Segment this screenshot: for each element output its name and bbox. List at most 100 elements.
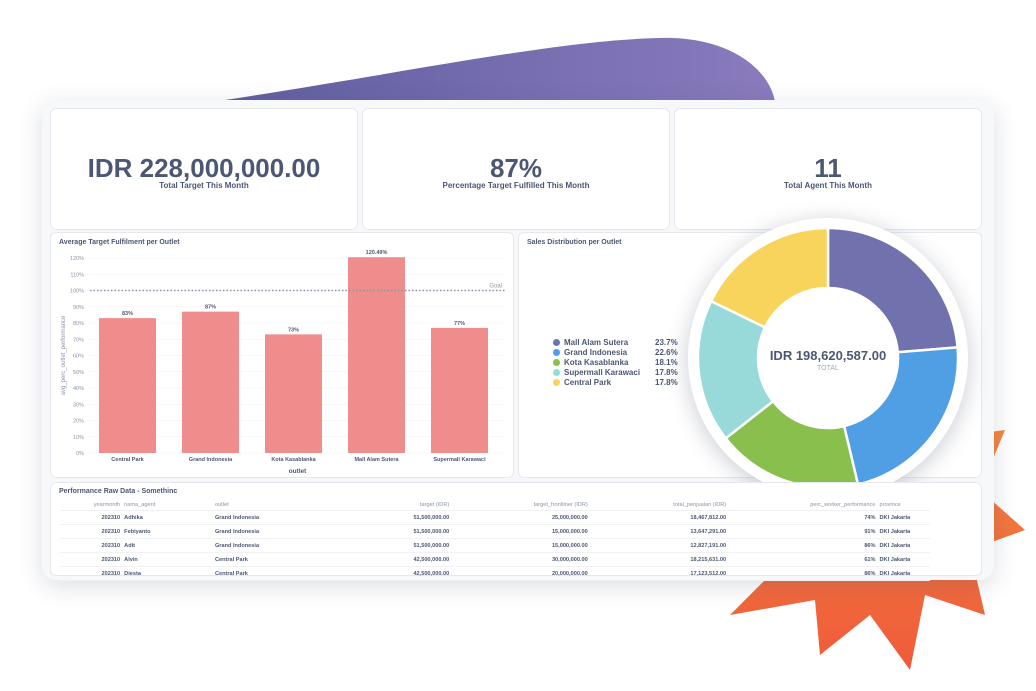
y-tick-label: 70% xyxy=(73,337,84,343)
donut-slice[interactable] xyxy=(826,226,959,354)
kpi-value: IDR 228,000,000.00 xyxy=(87,153,321,183)
table-cell: 30,000,000.00 xyxy=(451,552,590,567)
kpi-card-percentage-fulfilled[interactable]: 87% Percentage Target Fulfilled This Mon… xyxy=(362,108,670,230)
legend-label: Central Park xyxy=(564,378,612,387)
kpi-label: Percentage Target Fulfilled This Month xyxy=(442,181,590,190)
bar[interactable] xyxy=(99,318,156,453)
y-tick-label: 50% xyxy=(73,370,84,376)
table-cell: 202310 xyxy=(60,510,123,525)
pie-legend: Mall Alam Sutera 23.7% Grand Indonesia 22.6… xyxy=(553,338,723,393)
table-title: Performance Raw Data - Somethinc xyxy=(59,488,178,495)
table-cell: DKI Jakarta xyxy=(877,510,930,525)
kpi-card-total-agent[interactable]: 11 Total Agent This Month xyxy=(674,108,982,230)
x-axis-label: outlet xyxy=(289,468,308,475)
bar-data-label: 83% xyxy=(122,311,133,317)
table-cell: 42,500,000.00 xyxy=(341,566,452,581)
y-tick-label: 0% xyxy=(76,451,84,457)
bar[interactable] xyxy=(265,334,322,453)
table-cell: Central Park xyxy=(212,566,342,581)
table-cell: 91% xyxy=(728,524,878,539)
table-row[interactable]: 202310 Febiyanto Grand Indonesia 51,500,000… xyxy=(60,524,930,539)
table-cell: Diesta xyxy=(122,566,213,581)
bar-data-label: 73% xyxy=(288,327,299,333)
col-header[interactable]: target_frontliner (IDR) xyxy=(451,499,590,511)
table-cell: Adit xyxy=(122,538,213,553)
donut-chart: IDR 198,620,587.00 TOTAL xyxy=(696,226,960,490)
legend-value: 23.7% xyxy=(655,338,678,347)
col-header[interactable]: nama_agent xyxy=(122,499,213,511)
table-cell: 20,000,000.00 xyxy=(451,566,590,581)
table-row[interactable]: 202310 Diesta Central Park 42,500,000.00 20,… xyxy=(60,566,930,581)
legend-swatch xyxy=(553,379,560,386)
table-cell: 61% xyxy=(728,552,878,567)
bar-data-label: 87% xyxy=(205,305,216,311)
goal-label: Goal xyxy=(489,284,502,290)
legend-swatch xyxy=(553,339,560,346)
y-tick-label: 110% xyxy=(70,272,84,278)
bar[interactable] xyxy=(182,311,239,453)
legend-value: 17.8% xyxy=(655,368,678,377)
bar[interactable] xyxy=(431,327,488,453)
x-tick-label: Central Park xyxy=(111,457,144,463)
table-row[interactable]: 202310 Adhika Grand Indonesia 51,500,000.00… xyxy=(60,510,930,525)
legend-swatch xyxy=(553,369,560,376)
table-cell: 51,500,000.00 xyxy=(341,538,452,553)
legend-item[interactable]: Grand Indonesia 22.6% xyxy=(553,348,713,358)
y-tick-label: 10% xyxy=(73,435,84,441)
table-cell: DKI Jakarta xyxy=(877,566,930,581)
legend-label: Grand Indonesia xyxy=(564,348,628,357)
table-cell: 202310 xyxy=(60,538,123,553)
y-tick-label: 120% xyxy=(70,256,84,262)
legend-swatch xyxy=(553,359,560,366)
table-cell: Central Park xyxy=(212,552,342,567)
kpi-card-total-target[interactable]: IDR 228,000,000.00 Total Target This Mon… xyxy=(50,108,358,230)
col-header[interactable]: yearmonth xyxy=(60,499,123,511)
y-tick-label: 100% xyxy=(70,289,84,295)
table-cell: 74% xyxy=(728,510,878,525)
x-tick-label: Grand Indonesia xyxy=(189,457,233,463)
bar-chart-title: Average Target Fulfilment per Outlet xyxy=(59,239,180,246)
y-tick-label: 80% xyxy=(73,321,84,327)
table-cell: 202310 xyxy=(60,524,123,539)
table-cell: Grand Indonesia xyxy=(212,510,342,525)
legend-label: Mall Alam Sutera xyxy=(564,338,629,347)
table-cell: Febiyanto xyxy=(122,524,213,539)
table-cell: Adhika xyxy=(122,510,213,525)
table-cell: 86% xyxy=(728,566,878,581)
table-cell: 202310 xyxy=(60,566,123,581)
table-cell: 202310 xyxy=(60,552,123,567)
col-header[interactable]: total_penjualan (IDR) xyxy=(589,499,729,511)
bar-chart: 0% 10% 20% 30% 40% 50% 60% 70% 80% 90% 100% 110% 120… xyxy=(61,250,505,475)
kpi-value: 87% xyxy=(489,153,543,183)
table-cell: 12,827,191.00 xyxy=(589,538,729,553)
kpi-value: 11 xyxy=(814,153,842,183)
table-header-row: yearmonth nama_agent outlet target (IDR)… xyxy=(60,499,930,511)
legend-label: Kota Kasablanka xyxy=(564,358,629,367)
legend-value: 18.1% xyxy=(655,358,678,367)
x-tick-label: Mall Alam Sutera xyxy=(354,457,399,463)
donut-total-value: IDR 198,620,587.00 xyxy=(770,348,886,363)
col-header[interactable]: target (IDR) xyxy=(341,499,452,511)
table-cell: Alvin xyxy=(122,552,213,567)
table-cell: 51,500,000.00 xyxy=(341,524,452,539)
y-tick-label: 60% xyxy=(73,354,84,360)
legend-value: 17.8% xyxy=(655,378,678,387)
bar-data-label: 77% xyxy=(454,321,465,327)
legend-item[interactable]: Mall Alam Sutera 23.7% xyxy=(553,338,713,348)
legend-label: Supermall Karawaci xyxy=(564,368,641,377)
table-cell: 42,500,000.00 xyxy=(341,552,452,567)
legend-item[interactable]: Kota Kasablanka 18.1% xyxy=(553,358,713,368)
col-header[interactable]: outlet xyxy=(212,499,342,511)
kpi-label: Total Agent This Month xyxy=(784,181,872,190)
table-row[interactable]: 202310 Adit Grand Indonesia 51,500,000.00 15… xyxy=(60,538,930,553)
legend-item[interactable]: Central Park 17.8% xyxy=(553,378,713,388)
table-cell: 15,000,000.00 xyxy=(451,524,590,539)
table-row[interactable]: 202310 Alvin Central Park 42,500,000.00 30,0… xyxy=(60,552,930,567)
legend-item[interactable]: Supermall Karawaci 17.8% xyxy=(553,368,713,378)
col-header[interactable]: perc_worker_performance xyxy=(728,499,878,511)
bar[interactable] xyxy=(348,257,405,453)
donut-slice[interactable] xyxy=(709,226,830,330)
donut-slice[interactable] xyxy=(842,346,960,487)
col-header[interactable]: province xyxy=(877,499,930,511)
